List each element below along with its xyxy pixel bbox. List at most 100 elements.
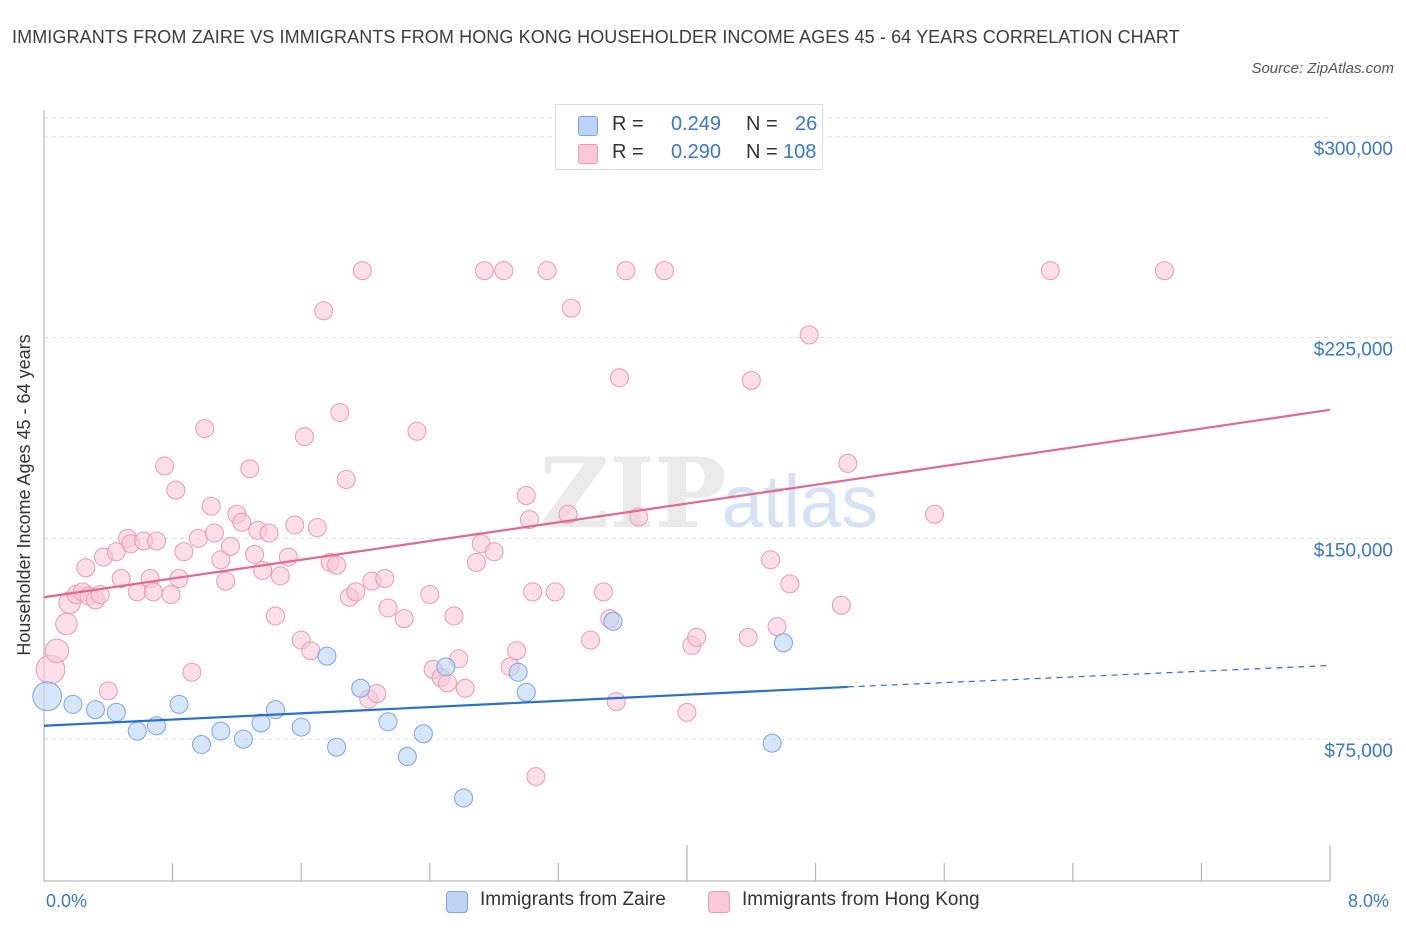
zaire-point [436,657,456,677]
hongkong-point [1040,261,1060,281]
hongkong-point [294,427,314,447]
zaire-point [127,721,147,741]
hongkong-point [211,550,231,570]
hongkong-point [561,298,581,318]
hongkong-point [314,301,334,321]
hongkong-point [593,582,613,602]
hongkong-point [147,531,167,551]
hongkong-point [455,678,475,698]
bottom-hongkong-swatch [708,891,730,913]
bottom-zaire-swatch [446,891,468,913]
hongkong-point [838,453,858,473]
hongkong-point [767,617,787,637]
hongkong-point [327,555,347,575]
zaire-point [169,694,189,714]
hongkong-point [204,523,224,543]
hongkong-point [352,261,372,281]
hongkong-point [106,542,126,562]
y-tick-label: $300,000 [1314,139,1393,160]
hongkong-point [394,609,414,629]
zaire-n-value: 26 [795,113,818,135]
y-tick-label: $150,000 [1314,540,1393,561]
hongkong-point [161,585,181,605]
hongkong-point [526,767,546,787]
hongkong-r-label: R = [612,141,644,163]
hongkong-point [507,641,527,661]
hongkong-point [687,627,707,647]
zaire-trend-line-dashed [847,664,1331,688]
hongkong-point [195,419,215,439]
y-axis-title: Householder Income Ages 45 - 64 years [14,334,34,655]
hongkong-point [265,606,285,626]
hongkong-point [484,542,504,562]
hongkong-point [444,606,464,626]
watermark-zip: ZIP [539,437,726,550]
hongkong-point [285,515,305,535]
zaire-point [773,633,793,653]
hongkong-point [44,638,70,663]
hongkong-point [98,681,118,701]
zaire-r-value: 0.249 [671,113,722,135]
hongkong-point [270,566,290,586]
zaire-point [85,700,105,720]
hongkong-point [466,552,486,572]
hongkong-point [780,574,800,594]
hongkong-point [174,542,194,562]
hongkong-point [1154,261,1174,281]
hongkong-point [375,568,395,588]
zaire-point [211,721,231,741]
hongkong-point [474,261,494,281]
zaire-point [327,737,347,757]
hongkong-point [799,325,819,345]
hongkong-point [220,536,240,556]
hongkong-point [420,585,440,605]
hongkong-point [925,504,945,524]
hongkong-point [111,568,131,588]
hongkong-point [55,612,78,636]
hongkong-point [76,558,96,578]
hongkong-point [330,403,350,423]
hongkong-point [831,595,851,615]
x-axis-max-label: 8.0% [1348,891,1390,911]
zaire-swatch [578,116,598,136]
zaire-trend-line [43,685,848,727]
hongkong-point [761,550,781,570]
source-label: Source: ZipAtlas.com [1251,60,1394,77]
zaire-point [378,712,398,732]
hongkong-point [537,261,557,281]
hongkong-point [240,459,260,479]
hongkong-point [166,480,186,500]
chart-title: IMMIGRANTS FROM ZAIRE VS IMMIGRANTS FROM… [12,27,1180,47]
hongkong-swatch [578,144,598,164]
hongkong-point [516,486,536,505]
hongkong-point [346,582,366,602]
hongkong-point [201,496,221,516]
zaire-r-label: R = [612,113,644,135]
hongkong-point [437,673,457,693]
hongkong-point [407,421,427,441]
stats-legend: R = 0.249 N = 26 R = 0.290 N = 108 [555,104,823,170]
hongkong-point [232,512,252,532]
hongkong-point [677,702,697,722]
hongkong-point [143,582,163,602]
hongkong-n-value: 108 [783,141,817,163]
zaire-point [32,681,63,712]
watermark-atlas: atlas [722,460,878,543]
hongkong-point [336,469,356,489]
zaire-point [233,729,253,749]
hongkong-point [738,627,758,647]
hongkong-point [606,692,626,712]
hongkong-point [523,582,543,602]
zaire-n-label: N = [746,113,778,135]
hongkong-point [216,571,236,591]
hongkong-point [245,544,265,564]
hongkong-r-value: 0.290 [671,141,722,163]
hongkong-point [581,630,601,650]
hongkong-point [545,582,565,602]
zaire-point [413,724,433,744]
hongkong-point [741,370,761,390]
zaire-point [508,662,528,682]
bottom-hongkong-label: Immigrants from Hong Kong [742,889,980,910]
hongkong-point [188,528,208,548]
